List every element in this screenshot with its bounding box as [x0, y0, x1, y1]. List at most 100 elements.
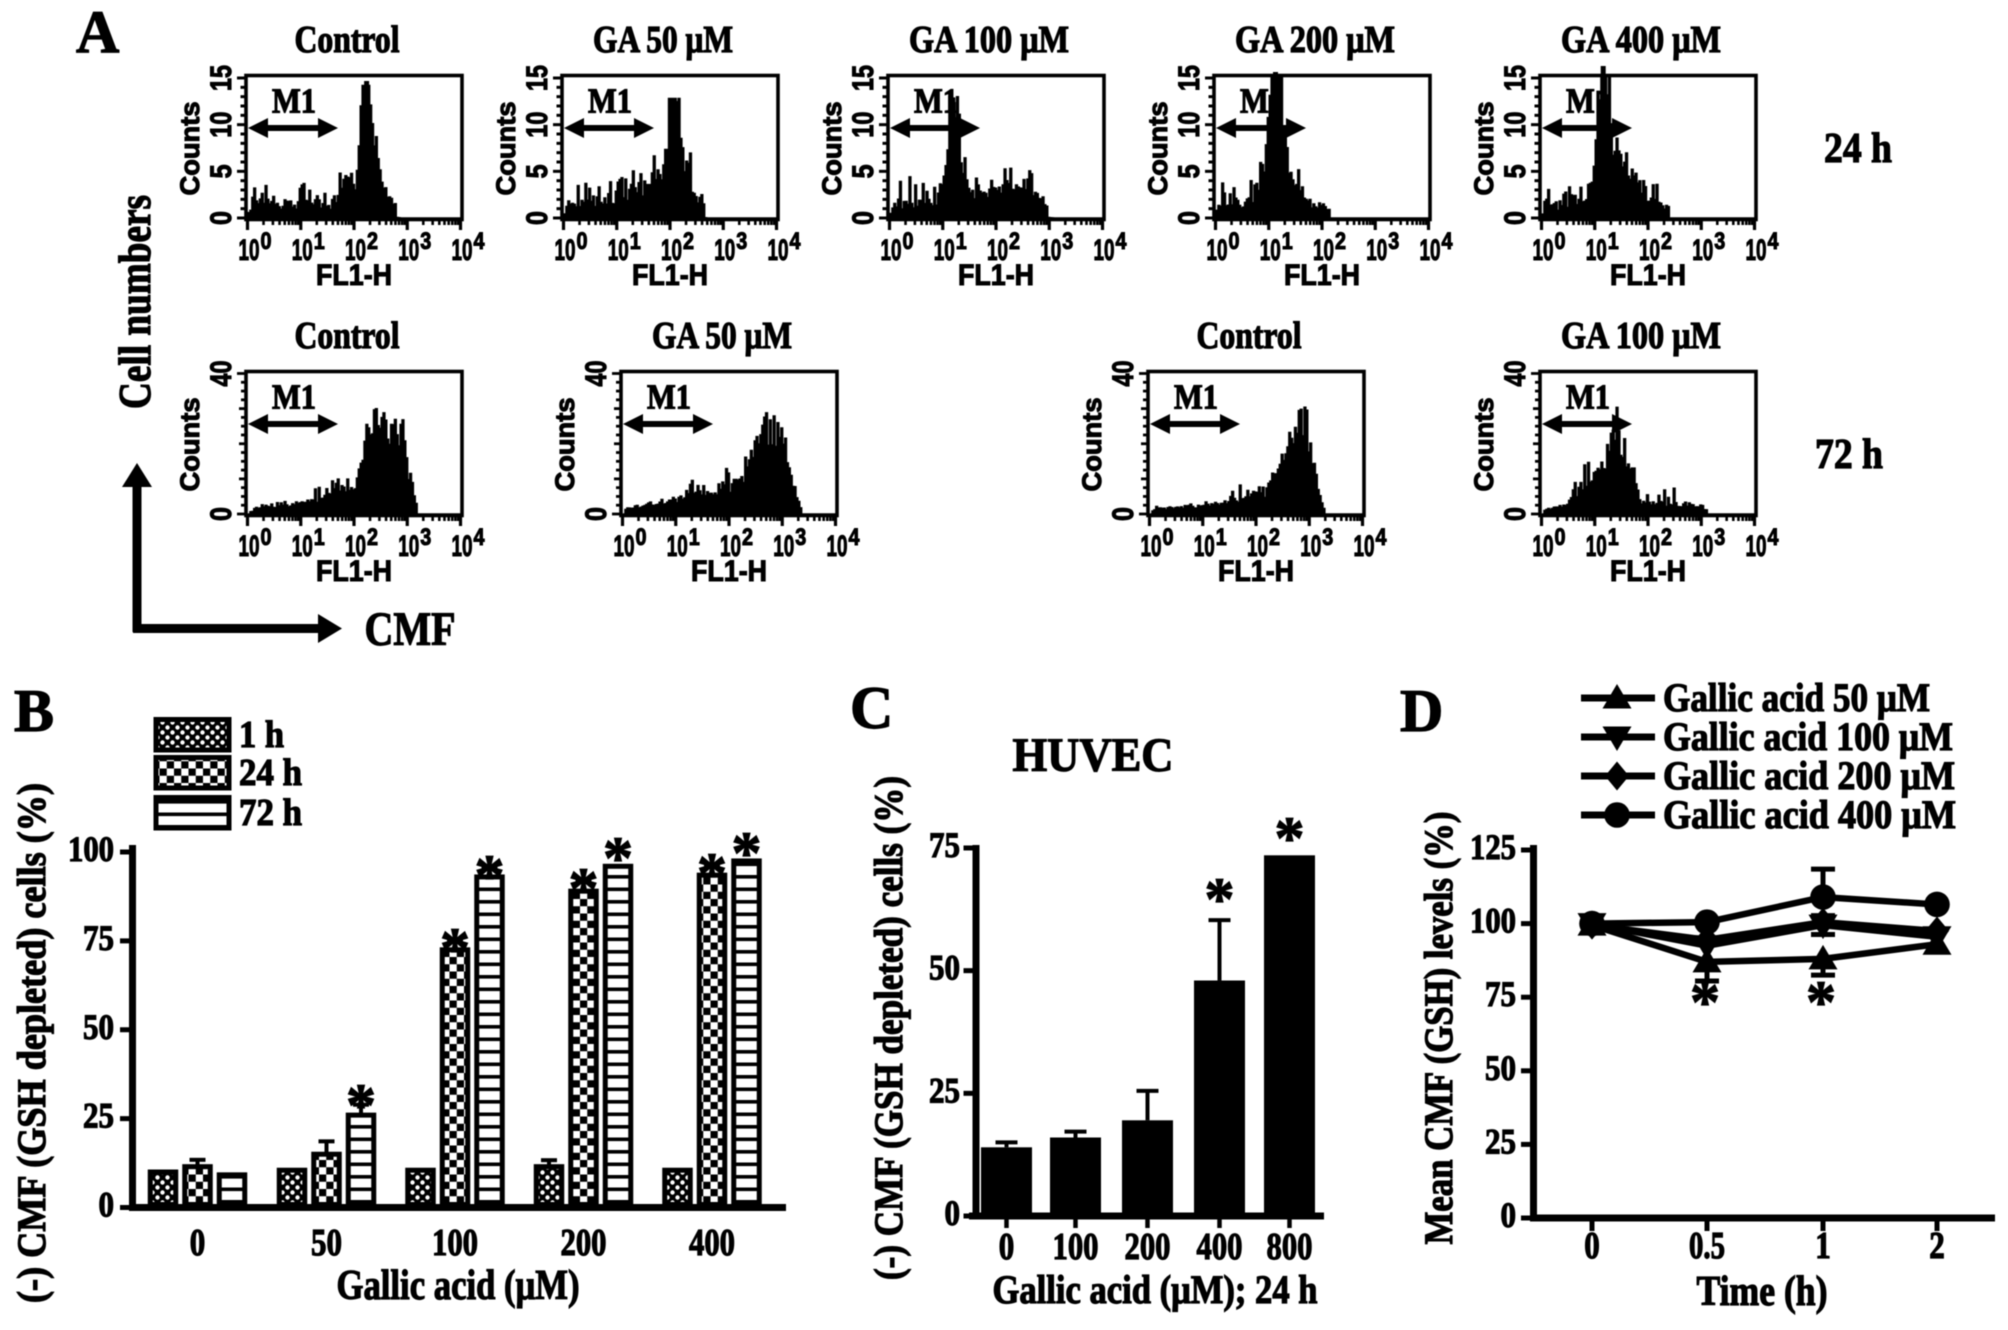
svg-text:10: 10	[1746, 234, 1767, 267]
svg-text:50: 50	[311, 1222, 342, 1264]
svg-text:100: 100	[1053, 1226, 1099, 1268]
svg-text:0: 0	[99, 1185, 115, 1225]
svg-text:15: 15	[521, 65, 554, 91]
svg-text:GA 50 μM: GA 50 μM	[652, 315, 792, 357]
svg-text:Counts: Counts	[1143, 102, 1173, 196]
svg-text:Gallic acid 200 μM: Gallic acid 200 μM	[1663, 753, 1955, 798]
svg-text:1: 1	[1608, 524, 1619, 551]
svg-text:Gallic acid 100 μM: Gallic acid 100 μM	[1663, 714, 1953, 759]
svg-text:GA 400 μM: GA 400 μM	[1561, 19, 1721, 61]
svg-text:800: 800	[1267, 1226, 1313, 1268]
svg-text:10: 10	[555, 234, 576, 267]
svg-text:10: 10	[714, 234, 735, 267]
svg-text:0: 0	[1163, 524, 1174, 551]
svg-text:M1: M1	[588, 82, 632, 121]
svg-text:10: 10	[292, 530, 313, 563]
svg-text:1: 1	[314, 524, 325, 551]
svg-text:Counts: Counts	[1469, 102, 1499, 196]
svg-text:0: 0	[261, 524, 272, 551]
svg-text:5: 5	[205, 164, 238, 178]
svg-text:10: 10	[239, 234, 260, 267]
svg-text:1 h: 1 h	[239, 714, 284, 756]
svg-text:2: 2	[1009, 228, 1020, 255]
svg-text:D: D	[1400, 678, 1443, 744]
svg-text:10: 10	[239, 530, 260, 563]
svg-text:10: 10	[1586, 530, 1607, 563]
svg-text:3: 3	[1388, 228, 1399, 255]
svg-text:100: 100	[432, 1222, 478, 1264]
svg-text:M1: M1	[914, 82, 958, 121]
svg-text:40: 40	[1499, 361, 1532, 387]
svg-text:*: *	[1275, 805, 1305, 871]
svg-text:0: 0	[999, 1226, 1015, 1268]
svg-text:*: *	[440, 916, 470, 982]
svg-text:0: 0	[1107, 507, 1140, 521]
svg-text:M1: M1	[1174, 378, 1218, 417]
svg-text:10: 10	[1746, 530, 1767, 563]
svg-text:Time (h): Time (h)	[1697, 1269, 1828, 1315]
svg-text:10: 10	[608, 234, 629, 267]
svg-text:10: 10	[881, 234, 902, 267]
svg-text:M1: M1	[1566, 378, 1610, 417]
svg-text:3: 3	[1714, 228, 1725, 255]
svg-text:0: 0	[1555, 524, 1566, 551]
svg-text:10: 10	[934, 234, 955, 267]
svg-text:*: *	[475, 843, 505, 909]
svg-text:25: 25	[83, 1096, 114, 1136]
svg-text:10: 10	[1313, 234, 1334, 267]
svg-text:M1: M1	[272, 82, 316, 121]
svg-text:FL1-H: FL1-H	[1610, 259, 1686, 292]
svg-text:0: 0	[945, 1193, 961, 1233]
svg-text:Counts: Counts	[1469, 398, 1499, 492]
svg-text:10: 10	[1247, 530, 1268, 563]
svg-text:FL1-H: FL1-H	[691, 555, 767, 588]
svg-text:10: 10	[292, 234, 313, 267]
svg-text:10: 10	[614, 530, 635, 563]
svg-text:10: 10	[1094, 234, 1115, 267]
svg-text:10: 10	[1366, 234, 1387, 267]
svg-text:40: 40	[1107, 361, 1140, 387]
svg-text:10: 10	[768, 234, 789, 267]
svg-text:10: 10	[1300, 530, 1321, 563]
svg-text:10: 10	[205, 112, 238, 138]
svg-text:GA 100 μM: GA 100 μM	[909, 19, 1069, 61]
svg-text:24 h: 24 h	[1824, 126, 1892, 172]
svg-text:40: 40	[205, 361, 238, 387]
svg-text:10: 10	[345, 530, 366, 563]
svg-text:Control: Control	[1197, 315, 1302, 357]
svg-text:0: 0	[261, 228, 272, 255]
svg-text:4: 4	[1768, 228, 1780, 255]
svg-text:5: 5	[847, 164, 880, 178]
svg-text:Counts: Counts	[550, 398, 580, 492]
svg-text:1: 1	[1608, 228, 1619, 255]
svg-text:10: 10	[1260, 234, 1281, 267]
svg-text:10: 10	[827, 530, 848, 563]
svg-text:0: 0	[1584, 1225, 1600, 1267]
svg-text:3: 3	[795, 524, 806, 551]
svg-text:10: 10	[987, 234, 1008, 267]
svg-text:2: 2	[1929, 1225, 1945, 1267]
svg-text:FL1-H: FL1-H	[316, 259, 392, 292]
svg-text:FL1-H: FL1-H	[1218, 555, 1294, 588]
svg-text:3: 3	[736, 228, 747, 255]
svg-text:Counts: Counts	[1077, 398, 1107, 492]
svg-text:75: 75	[83, 918, 114, 958]
svg-text:3: 3	[420, 228, 431, 255]
svg-text:FL1-H: FL1-H	[632, 259, 708, 292]
svg-text:0: 0	[577, 228, 588, 255]
svg-text:Counts: Counts	[817, 102, 847, 196]
svg-text:0: 0	[1499, 507, 1532, 521]
svg-text:Gallic acid (μM); 24 h: Gallic acid (μM); 24 h	[993, 1267, 1318, 1312]
svg-text:50: 50	[929, 948, 960, 988]
svg-text:10: 10	[1586, 234, 1607, 267]
svg-text:*: *	[697, 841, 727, 907]
svg-text:*: *	[346, 1072, 376, 1138]
svg-text:125: 125	[1470, 827, 1516, 867]
svg-text:2: 2	[1661, 228, 1672, 255]
svg-text:5: 5	[1499, 164, 1532, 178]
svg-text:M1: M1	[1240, 82, 1284, 121]
svg-text:10: 10	[1692, 530, 1713, 563]
svg-text:24 h: 24 h	[239, 752, 302, 794]
svg-text:*: *	[732, 820, 762, 886]
svg-text:0: 0	[1499, 211, 1532, 225]
